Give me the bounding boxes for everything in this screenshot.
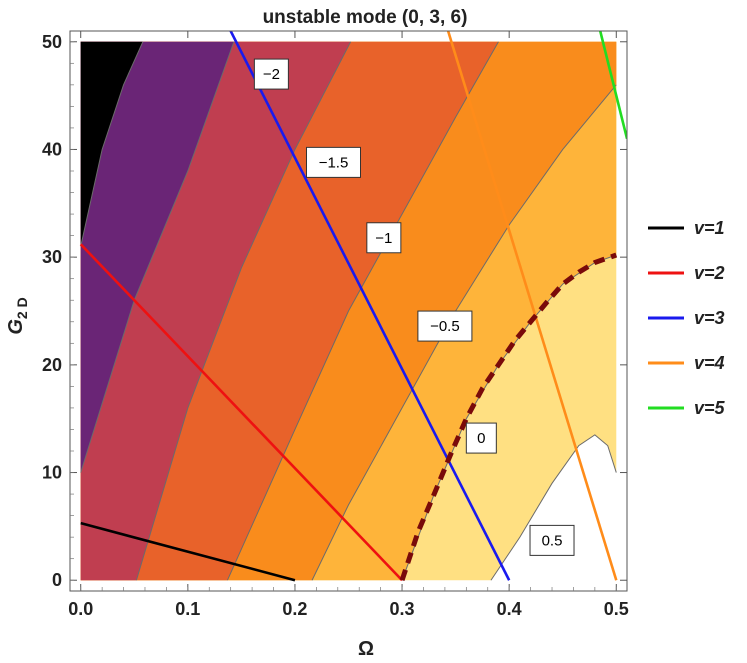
y-tick-label: 0 — [52, 570, 62, 590]
contour-boundary — [135, 41, 352, 581]
y-axis-title: G2 D — [5, 297, 30, 334]
series-line — [79, 243, 403, 582]
svg-text:G2 D: G2 D — [5, 297, 30, 334]
series-line — [598, 31, 627, 140]
chart-title: unstable mode (0, 3, 6) — [263, 7, 468, 28]
legend-label: v=1 — [694, 218, 725, 238]
contour-boundary — [401, 254, 617, 581]
svg-text:−1.5: −1.5 — [319, 154, 349, 171]
contour-region — [80, 41, 234, 473]
contour-boundary — [80, 41, 144, 247]
y-axis-title-sub: 2 D — [14, 297, 30, 319]
y-tick-label: 30 — [42, 247, 62, 267]
y-tick-label: 50 — [42, 32, 62, 52]
legend-item: v=3 — [648, 308, 725, 328]
x-axis-title: Ω — [358, 638, 374, 660]
contour-label: −1 — [366, 222, 402, 254]
legend: v=1 v=2 v=3 v=4 v=5 — [648, 218, 726, 418]
contour-label: 0.5 — [529, 524, 575, 556]
y-tick-label: 20 — [42, 355, 62, 375]
series-line — [229, 31, 511, 581]
legend-item: v=5 — [648, 398, 726, 418]
contour-boundary — [80, 41, 235, 473]
zero-contour-line — [399, 252, 618, 582]
series-line — [446, 31, 618, 581]
svg-text:0.5: 0.5 — [542, 532, 563, 549]
svg-text:−1: −1 — [375, 230, 392, 247]
x-tick-label: 0.4 — [497, 599, 522, 619]
legend-item: v=2 — [648, 263, 725, 283]
x-tick-label: 0.0 — [68, 599, 93, 619]
contour-label: −0.5 — [417, 310, 473, 342]
axis-ticks: 0.0 0.1 0.2 0.3 0.4 0.5 0 10 20 30 40 50 — [42, 31, 629, 619]
contour-labels: −2 −1.5 −1 −0.5 0 0.5 — [253, 58, 575, 556]
plot-frame — [69, 30, 628, 592]
zero-contour — [399, 252, 618, 582]
x-tick-label: 0.5 — [604, 599, 629, 619]
x-tick-label: 0.2 — [282, 599, 307, 619]
legend-label: v=2 — [694, 263, 725, 283]
legend-item: v=1 — [648, 218, 725, 238]
x-tick-label: 0.1 — [175, 599, 200, 619]
contour-region — [80, 41, 143, 247]
contour-label: 0 — [465, 422, 497, 454]
legend-label: v=5 — [694, 398, 726, 418]
x-tick-label: 0.3 — [390, 599, 415, 619]
svg-text:0: 0 — [477, 430, 485, 447]
contour-label: −2 — [253, 58, 289, 90]
svg-text:−0.5: −0.5 — [430, 318, 460, 335]
contour-boundary — [490, 434, 617, 581]
contour-label: −1.5 — [306, 146, 362, 178]
y-tick-label: 40 — [42, 139, 62, 159]
y-tick-label: 10 — [42, 463, 62, 483]
legend-label: v=3 — [694, 308, 725, 328]
legend-item: v=4 — [648, 353, 725, 373]
y-axis-title-main: G — [5, 319, 27, 335]
legend-label: v=4 — [694, 353, 725, 373]
series-lines — [79, 31, 627, 582]
series-line — [80, 521, 296, 582]
svg-text:−2: −2 — [263, 66, 280, 83]
